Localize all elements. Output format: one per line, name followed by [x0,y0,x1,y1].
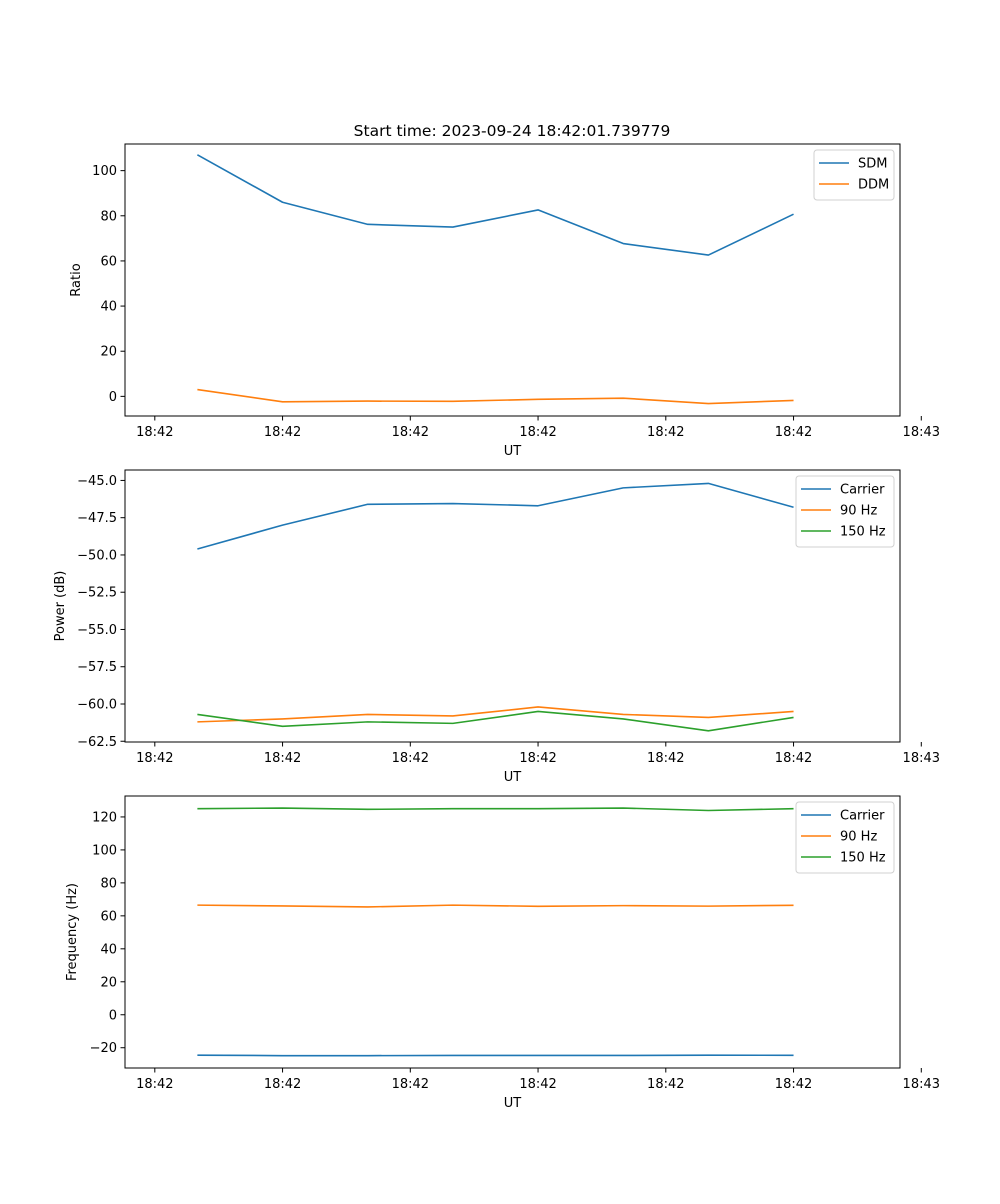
y-tick-label: 40 [100,300,117,315]
y-tick-label: 20 [100,975,117,990]
plot-frame [124,469,901,743]
x-tick-label: 18:42 [519,1077,556,1092]
series-line-carrier [197,1054,794,1057]
subplot-1: 18:42 18:42 18:42 18:42 18:42 18:42 18:43 0 20 40… [69,143,940,459]
legend: Carrier 90 Hz 150 Hz [795,475,895,548]
x-tick-label: 18:42 [264,751,301,766]
x-tick-label: 18:43 [903,751,940,766]
y-axis-label: Power (dB) [53,571,68,642]
subplot-2: 18:42 18:42 18:42 18:42 18:42 18:42 18:43 −45.0… [53,469,940,785]
y-tick-label: 20 [100,345,117,360]
y-tick-label: 80 [100,209,117,224]
y-tick-label: −20 [90,1041,117,1056]
x-tick-label: 18:43 [903,1077,940,1092]
x-tick-label: 18:42 [775,425,812,440]
y-tick-label: 60 [100,909,117,924]
subplot-3: 18:42 18:42 18:42 18:42 18:42 18:42 18:43 −20 0 2… [65,795,940,1111]
series-line-90-hz [197,706,794,723]
legend-label: 90 Hz [840,504,877,519]
legend-frame [795,475,895,548]
plot-frame [124,143,901,417]
x-tick-label: 18:42 [519,425,556,440]
series-line-ddm [197,388,794,405]
legend-label: 150 Hz [840,851,886,866]
y-tick-label: 120 [92,810,117,825]
y-tick-label: 100 [92,843,117,858]
x-tick-label: 18:42 [392,751,429,766]
plot-frame [124,795,901,1069]
y-tick-label: −57.5 [77,660,117,675]
x-tick-label: 18:42 [647,1077,684,1092]
y-tick-label: −60.0 [77,697,117,712]
y-tick-label: −62.5 [77,735,117,750]
y-axis-label: Ratio [69,263,84,296]
series-line-150-hz [197,807,794,812]
y-tick-label: −52.5 [77,586,117,601]
legend-label: DDM [858,178,889,193]
y-tick-label: −47.5 [77,511,117,526]
x-tick-label: 18:42 [136,1077,173,1092]
x-tick-label: 18:42 [775,751,812,766]
y-tick-label: −50.0 [77,548,117,563]
x-tick-label: 18:42 [647,751,684,766]
y-tick-label: −45.0 [77,474,117,489]
y-tick-label: −55.0 [77,623,117,638]
y-tick-label: 60 [100,254,117,269]
legend-label: Carrier [840,483,885,498]
legend-label: SDM [858,157,887,172]
x-tick-label: 18:42 [136,751,173,766]
x-tick-label: 18:42 [264,425,301,440]
y-tick-label: 80 [100,876,117,891]
y-tick-label: 0 [109,390,117,405]
legend: Carrier 90 Hz 150 Hz [795,801,895,874]
legend: SDM DDM [813,149,895,201]
x-tick-label: 18:42 [519,751,556,766]
series-line-150-hz [197,710,794,732]
legend-frame [795,801,895,874]
x-tick-label: 18:42 [647,425,684,440]
series-line-carrier [197,482,794,550]
x-tick-label: 18:42 [392,1077,429,1092]
x-tick-label: 18:42 [136,425,173,440]
legend-label: Carrier [840,809,885,824]
x-tick-label: 18:42 [392,425,429,440]
series-line-sdm [197,154,794,256]
series-line-90-hz [197,904,794,908]
legend-label: 90 Hz [840,830,877,845]
y-tick-label: 0 [109,1008,117,1023]
y-axis-label: Frequency (Hz) [65,883,80,981]
x-axis-label: UT [504,770,522,785]
chart-title: Start time: 2023-09-24 18:42:01.739779 [354,122,671,140]
x-tick-label: 18:43 [903,425,940,440]
legend-label: 150 Hz [840,525,886,540]
x-axis-label: UT [504,1096,522,1111]
x-tick-label: 18:42 [775,1077,812,1092]
y-tick-label: 40 [100,942,117,957]
y-tick-label: 100 [92,164,117,179]
x-axis-label: UT [504,444,522,459]
x-tick-label: 18:42 [264,1077,301,1092]
